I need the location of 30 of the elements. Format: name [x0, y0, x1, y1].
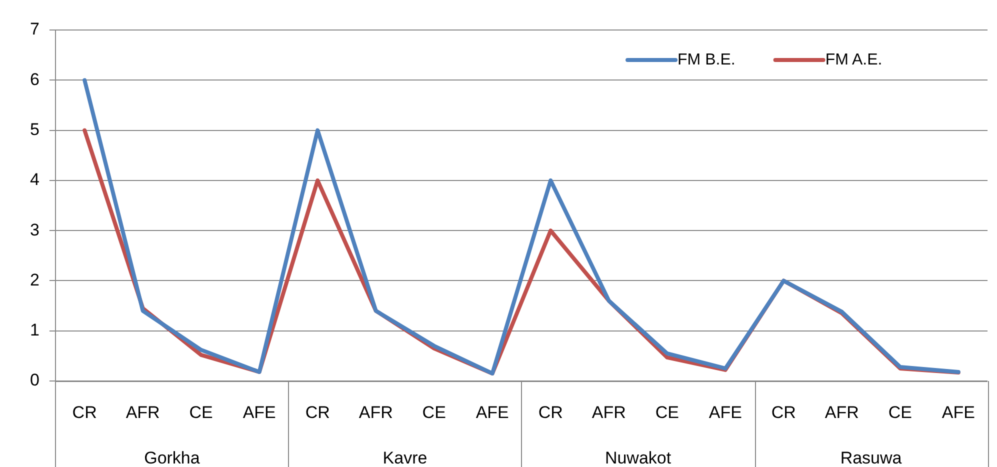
y-tick-label: 5: [30, 120, 40, 139]
x-tick-label: CE: [888, 402, 912, 422]
x-tick-label: CE: [655, 402, 679, 422]
x-tick-label: AFE: [476, 402, 509, 422]
x-tick-label: CE: [189, 402, 213, 422]
text: Nuwakot: [604, 448, 672, 467]
y-tick-label: 2: [30, 270, 40, 290]
y-tick-label: 1: [30, 320, 40, 340]
x-tick-label: AFE: [708, 402, 742, 422]
text: Rasuwa: [840, 448, 902, 467]
x-tick-label: CR: [771, 402, 796, 422]
x-tick-label: CR: [72, 402, 97, 422]
text: Kavre: [382, 448, 428, 467]
legend-label: FM A.E.: [825, 51, 882, 68]
x-tick-label: AFR: [126, 402, 160, 422]
y-tick-label: 6: [30, 70, 40, 89]
y-tick-label: 3: [30, 220, 40, 240]
y-tick-label: 0: [30, 370, 40, 390]
text: Gorkha: [144, 448, 200, 467]
x-tick-label: CR: [538, 402, 563, 422]
x-tick-label: AFR: [824, 402, 859, 422]
y-tick-label: 7: [30, 20, 40, 39]
x-tick-label: CE: [422, 402, 446, 422]
y-tick-label: 4: [30, 170, 40, 190]
x-tick-label: AFE: [242, 402, 276, 422]
x-tick-label: CR: [305, 402, 330, 422]
x-tick-label: AFR: [592, 402, 626, 422]
legend-label: FM B.E.: [678, 51, 736, 68]
x-tick-label: AFE: [942, 402, 975, 422]
x-tick-label: AFR: [358, 402, 393, 422]
